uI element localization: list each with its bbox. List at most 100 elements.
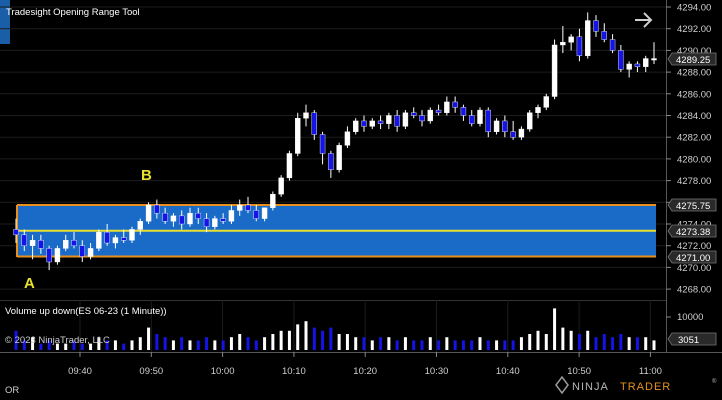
time-tick-label: 10:30	[425, 366, 449, 377]
candle-body	[170, 215, 177, 222]
volume-bar	[611, 337, 615, 350]
volume-bar	[97, 337, 101, 350]
volume-bar	[312, 327, 316, 350]
candle-body	[502, 120, 508, 132]
candle-body	[535, 107, 541, 113]
candle-body	[634, 63, 641, 67]
volume-tick-10000: 10000	[677, 312, 703, 323]
volume-bar	[205, 337, 209, 350]
volume-bar	[304, 321, 308, 350]
volume-bar	[602, 334, 606, 350]
indicator-title: Volume up down(ES 06-23 (1 Minute))	[5, 306, 167, 317]
volume-bar	[627, 337, 631, 350]
volume-bar	[486, 340, 490, 350]
volume-bar	[354, 337, 358, 350]
volume-bar	[635, 337, 639, 350]
time-tick-label: 10:00	[211, 366, 235, 377]
candle-body	[518, 128, 525, 138]
volume-bar	[229, 337, 233, 350]
volume-bar	[105, 340, 109, 350]
candle-body	[543, 96, 549, 108]
marker-b: B	[141, 167, 152, 184]
volume-bar	[403, 337, 407, 350]
candle-body	[601, 31, 607, 40]
candle-body	[427, 109, 433, 122]
volume-bar	[296, 324, 300, 350]
volume-bar	[55, 343, 59, 350]
volume-bar	[14, 330, 18, 350]
volume-bar	[594, 337, 598, 350]
candle-body	[179, 215, 185, 225]
candle-body	[29, 240, 36, 246]
copyright-text: © 2023 NinjaTrader, LLC	[5, 335, 110, 346]
volume-bar	[271, 334, 275, 350]
arrow-right-icon[interactable]	[635, 12, 653, 28]
axis-divider	[666, 0, 667, 352]
price-tick-label: 4282.00	[677, 133, 711, 144]
time-axis[interactable]: 09:40 09:50 10:00 10:10 10:20 10:30 10:40 10:50…	[68, 352, 662, 377]
volume-bar	[254, 340, 258, 350]
price-tick-label: 4288.00	[677, 68, 711, 79]
candle-body	[477, 109, 483, 124]
volume-bar	[420, 340, 424, 350]
volume-bar	[379, 337, 383, 350]
volume-bar	[122, 343, 126, 350]
svg-text:3051: 3051	[678, 335, 699, 346]
price-tick-label: 4268.00	[677, 285, 711, 296]
candle-body	[220, 218, 226, 222]
time-axis-divider	[0, 352, 722, 353]
volume-bar	[619, 334, 623, 350]
volume-bar	[528, 334, 532, 350]
candle-body	[162, 212, 168, 222]
candle-body	[295, 118, 301, 154]
volume-bar	[428, 337, 432, 350]
volume-bar	[287, 330, 291, 350]
candle-body	[253, 210, 259, 219]
volume-bar	[577, 334, 581, 350]
svg-text:4273.38: 4273.38	[676, 227, 710, 238]
status-text: OR	[5, 385, 19, 396]
candle-body	[419, 115, 425, 122]
volume-bar	[138, 337, 142, 350]
candle-body	[643, 58, 649, 67]
price-tick-label: 4280.00	[677, 154, 711, 165]
candle-body	[551, 44, 558, 97]
volume-bar	[147, 327, 151, 350]
candle-body	[510, 131, 516, 138]
volume-bar	[461, 340, 465, 350]
candle-body	[13, 229, 19, 236]
current-price-flag: 4289.25	[667, 52, 717, 66]
volume-bar	[321, 330, 325, 350]
volume-bar	[437, 340, 441, 350]
price-tick-label: 4290.00	[677, 46, 711, 57]
svg-text:4289.25: 4289.25	[676, 55, 710, 66]
volume-bar	[445, 337, 449, 350]
candle-body	[228, 210, 235, 222]
candle-body	[336, 145, 342, 170]
candle-body	[212, 218, 218, 227]
candle-body	[585, 20, 591, 57]
volume-bar	[47, 340, 51, 350]
candle-body	[568, 36, 574, 43]
current-volume-flag: 3051	[667, 332, 717, 346]
price-tick-label: 4278.00	[677, 176, 711, 187]
price-tick-label: 4270.00	[677, 263, 711, 274]
time-tick-label: 11:00	[639, 366, 662, 377]
candle-body	[469, 115, 475, 124]
candle-body	[527, 112, 533, 130]
candle-body	[435, 109, 442, 113]
candle-body	[96, 231, 102, 249]
volume-bar	[89, 343, 93, 350]
volume-bar	[39, 343, 43, 350]
candle-body	[460, 107, 467, 116]
volume-bar	[387, 337, 391, 350]
candle-body	[187, 212, 193, 225]
candle-body	[319, 134, 326, 154]
volume-bar	[370, 340, 374, 350]
candle-body	[394, 115, 400, 127]
volume-bar	[544, 334, 548, 350]
volume-bar	[395, 340, 399, 350]
price-tick-label: 4284.00	[677, 111, 711, 122]
volume-bar	[511, 340, 515, 350]
